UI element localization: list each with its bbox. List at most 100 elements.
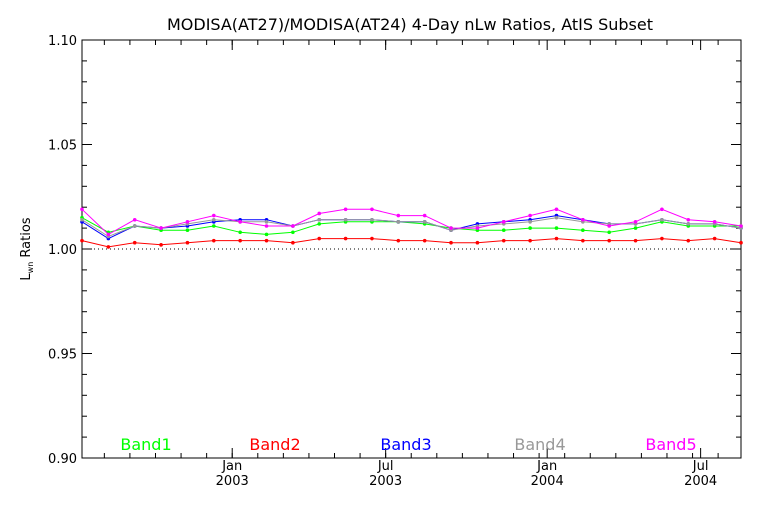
data-point	[159, 226, 163, 230]
x-tick-label-month: Jan	[536, 459, 557, 474]
data-point	[449, 226, 453, 230]
x-tick-label-year: 2004	[684, 474, 717, 489]
data-point	[739, 240, 743, 245]
data-point	[660, 217, 664, 222]
data-point	[422, 213, 427, 218]
series-layer	[80, 207, 743, 249]
data-point	[212, 217, 216, 222]
data-point	[317, 211, 322, 216]
series-band1	[80, 215, 743, 237]
data-point	[132, 240, 137, 245]
series-line	[81, 217, 742, 238]
data-point	[581, 238, 585, 243]
x-tick-label-year: 2003	[369, 474, 402, 489]
data-point	[212, 224, 216, 228]
data-point	[238, 238, 242, 243]
series-band5	[80, 207, 743, 237]
data-point	[554, 236, 559, 241]
data-point	[238, 230, 242, 235]
legend: Band1 Band2 Band3 Band4 Band5	[120, 435, 696, 454]
y-tick-label: 1.00	[48, 243, 77, 258]
y-axis-ticks: 0.90 0.95 1.00 1.05 1.10	[48, 34, 741, 467]
y-axis-label: Lwn Ratios	[19, 217, 35, 280]
data-point	[396, 238, 401, 243]
data-point	[159, 243, 163, 247]
data-point	[501, 220, 506, 224]
legend-entry-band1: Band1	[120, 435, 171, 454]
legend-entry-band5: Band5	[645, 435, 696, 454]
chart-title: MODISA(AT27)/MODISA(AT24) 4-Day nLw Rati…	[167, 15, 653, 34]
x-tick-label-year: 2003	[216, 474, 249, 489]
series-line	[81, 208, 742, 236]
data-point	[238, 220, 242, 224]
series-line	[81, 238, 742, 248]
data-point	[686, 217, 691, 222]
data-point	[633, 226, 638, 230]
data-point	[80, 217, 84, 222]
data-point	[317, 222, 322, 226]
data-point	[132, 217, 137, 222]
data-point	[185, 220, 190, 224]
data-point	[212, 238, 216, 243]
y-axis-label-rest: Ratios	[19, 217, 34, 262]
x-tick-label-month: Jan	[221, 459, 242, 474]
data-point	[80, 238, 84, 243]
data-point	[264, 224, 269, 228]
data-point	[343, 217, 348, 222]
y-tick-label: 1.05	[48, 139, 77, 154]
data-point	[317, 217, 322, 222]
x-tick-label-month: Jul	[692, 459, 709, 474]
data-point	[633, 220, 638, 224]
data-point	[528, 213, 532, 218]
data-point	[185, 228, 190, 232]
x-tick-label-month: Jul	[377, 459, 394, 474]
data-point	[396, 220, 401, 224]
y-axis-label-subscript: wn	[26, 262, 35, 274]
data-point	[343, 207, 348, 212]
data-point	[633, 238, 638, 243]
data-point	[501, 228, 506, 232]
data-point	[370, 217, 374, 222]
data-point	[739, 224, 743, 228]
data-point	[554, 207, 559, 212]
data-point	[212, 213, 216, 218]
data-point	[501, 238, 506, 243]
data-point	[106, 245, 111, 249]
data-point	[422, 220, 427, 224]
data-point	[528, 226, 532, 230]
data-point	[607, 230, 611, 235]
y-tick-label: 1.10	[48, 34, 77, 49]
y-tick-label: 0.90	[48, 452, 77, 467]
x-tick-label-year: 2004	[531, 474, 564, 489]
y-axis-label-main: L	[19, 273, 34, 281]
data-point	[291, 240, 295, 245]
legend-entry-band3: Band3	[380, 435, 431, 454]
data-point	[686, 222, 691, 226]
data-point	[264, 220, 269, 224]
data-point	[264, 238, 269, 243]
data-point	[475, 226, 480, 230]
y-tick-label: 0.95	[48, 348, 77, 363]
data-point	[370, 207, 374, 212]
data-point	[660, 236, 664, 241]
data-point	[475, 240, 480, 245]
series-line	[81, 217, 741, 235]
series-band2	[80, 236, 743, 249]
data-point	[106, 232, 111, 237]
data-point	[581, 217, 585, 222]
data-point	[554, 215, 559, 220]
data-point	[343, 236, 348, 241]
data-point	[422, 238, 427, 243]
data-point	[291, 224, 295, 228]
data-point	[528, 238, 532, 243]
data-point	[554, 226, 559, 230]
legend-entry-band4: Band4	[514, 435, 565, 454]
data-point	[264, 232, 269, 237]
data-point	[185, 240, 190, 245]
data-point	[449, 240, 453, 245]
data-point	[607, 224, 611, 228]
data-point	[528, 220, 532, 224]
data-point	[686, 238, 691, 243]
data-point	[712, 220, 717, 224]
